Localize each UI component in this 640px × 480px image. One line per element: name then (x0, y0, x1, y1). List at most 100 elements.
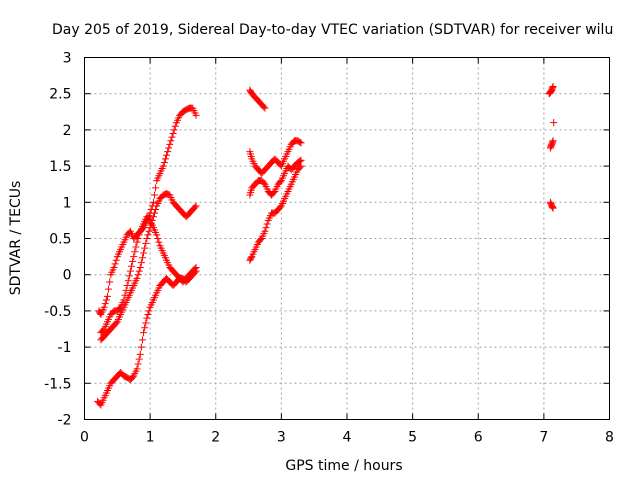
chart-title: Day 205 of 2019, Sidereal Day-to-day VTE… (52, 22, 613, 38)
data-point (102, 296, 110, 304)
data-point (166, 140, 174, 148)
data-point (260, 179, 268, 187)
x-tick-label: 5 (408, 430, 417, 446)
data-point (99, 326, 107, 334)
data-point (106, 278, 114, 286)
data-point (111, 260, 119, 268)
data-point (101, 300, 109, 308)
data-point (192, 267, 200, 275)
series-arc-g (246, 156, 305, 199)
x-tick-label: 1 (146, 430, 155, 446)
data-point (154, 235, 162, 242)
data-point (263, 220, 271, 228)
data-point (191, 268, 199, 276)
axis-ticks (84, 57, 610, 420)
data-point (133, 274, 141, 282)
data-point (152, 184, 160, 192)
data-point (276, 178, 284, 186)
data-point (164, 148, 172, 156)
y-tick-label: 1 (63, 195, 72, 211)
data-point (128, 262, 136, 270)
data-point (131, 248, 139, 256)
data-point (138, 254, 146, 262)
data-point (144, 311, 152, 319)
data-point (136, 263, 144, 271)
data-point (161, 155, 169, 163)
data-point (149, 198, 157, 206)
data-point (148, 216, 156, 224)
data-point (142, 319, 150, 327)
data-point (145, 215, 153, 223)
data-point (192, 202, 200, 210)
data-point (133, 238, 141, 246)
data-point (96, 309, 104, 317)
y-tick-label: 0.5 (49, 232, 71, 248)
series-arc-d (94, 267, 200, 409)
data-point (270, 189, 278, 197)
data-point (171, 122, 179, 130)
data-point (135, 231, 143, 239)
data-point (112, 256, 120, 264)
data-point (143, 314, 151, 322)
data-point (143, 235, 151, 242)
data-point (549, 82, 557, 90)
x-tick-labels: 0 1 2 3 4 5 6 7 8 (80, 430, 614, 446)
data-point (160, 158, 168, 166)
data-point (151, 209, 158, 217)
data-point (134, 235, 142, 242)
data-point (261, 104, 269, 112)
data-point (145, 307, 153, 315)
x-axis-label: GPS time / hours (285, 458, 402, 474)
data-point (149, 213, 157, 221)
data-point (192, 111, 200, 119)
series-arc-h (246, 162, 305, 264)
data-point (261, 227, 269, 235)
data-point (134, 360, 142, 368)
data-point (134, 271, 142, 279)
x-tick-label: 4 (343, 430, 352, 446)
data-point (123, 282, 131, 290)
data-point (140, 329, 148, 337)
y-tick-label: -1.5 (44, 376, 71, 392)
y-axis-label: SDTVAR / TECUs (8, 181, 24, 296)
data-point (169, 130, 177, 138)
x-tick-label: 2 (211, 430, 220, 446)
data-point (170, 126, 178, 134)
data-point (137, 259, 145, 267)
data-point (105, 285, 113, 293)
data-point (125, 272, 133, 280)
data-point (110, 263, 118, 271)
series-arc-c (97, 190, 200, 344)
data-point (140, 249, 148, 257)
data-point (549, 137, 557, 145)
data-point (129, 373, 137, 381)
y-tick-labels: -2 -1.5 -1 -0.5 0 0.5 1 1.5 2 2.5 3 (44, 51, 71, 429)
data-point (135, 267, 143, 275)
x-tick-label: 6 (474, 430, 483, 446)
y-tick-label: -1 (58, 340, 72, 356)
series-arc-f (246, 137, 305, 177)
data-point (247, 254, 255, 262)
data-point (155, 238, 163, 246)
data-point (133, 365, 141, 373)
data-point (141, 324, 149, 332)
data-point (152, 206, 160, 214)
data-point (257, 236, 265, 244)
data-point (168, 133, 176, 141)
data-point (112, 319, 120, 327)
x-tick-label: 7 (539, 430, 548, 446)
data-point (126, 267, 134, 275)
y-tick-label: 0 (63, 268, 72, 284)
data-point (159, 162, 167, 170)
data-point (297, 162, 305, 170)
data-point (144, 231, 152, 239)
data-point (141, 244, 149, 252)
y-tick-label: -2 (58, 413, 72, 429)
data-point (276, 203, 284, 211)
y-tick-label: 1.5 (49, 159, 71, 175)
data-point (153, 231, 161, 239)
data-point (103, 292, 111, 300)
data-point (163, 151, 171, 159)
x-tick-label: 0 (80, 430, 89, 446)
